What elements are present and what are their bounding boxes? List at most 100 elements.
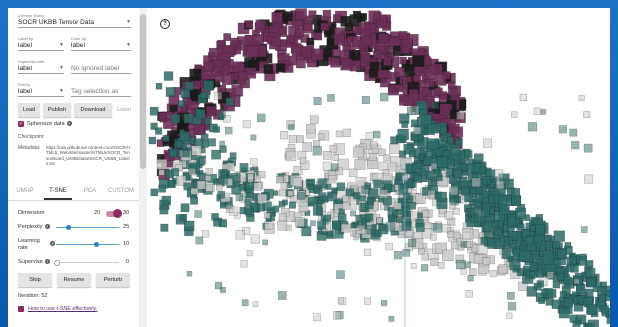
embedding-point[interactable] [362,96,370,104]
embedding-point[interactable] [409,202,416,209]
embedding-point[interactable] [257,204,264,211]
embedding-point[interactable] [341,16,351,26]
embedding-point[interactable] [442,224,450,232]
embedding-point[interactable] [313,147,322,156]
embedding-point[interactable] [196,237,203,244]
embedding-point[interactable] [456,260,465,269]
supervise-slider[interactable] [56,262,119,263]
embedding-point[interactable] [539,298,545,304]
embedding-point[interactable] [303,24,312,33]
embedding-point[interactable] [440,92,447,99]
embedding-point[interactable] [289,135,297,143]
embedding-point[interactable] [309,11,317,19]
embedding-point[interactable] [476,187,483,194]
embedding-point[interactable] [190,197,197,204]
dataset-select[interactable]: SOCR UKBB Tensor Data ▼ [18,18,131,28]
embedding-point[interactable] [465,262,471,268]
embedding-point[interactable] [338,214,346,222]
embedding-point[interactable] [400,57,407,64]
embedding-point[interactable] [254,183,262,191]
embedding-point[interactable] [197,181,205,189]
embedding-point[interactable] [403,47,410,54]
embedding-point[interactable] [552,242,559,249]
embedding-point[interactable] [394,202,401,209]
embedding-point[interactable] [323,10,331,18]
dimension-toggle[interactable] [106,211,120,217]
embedding-point[interactable] [418,169,425,176]
embedding-point[interactable] [417,213,422,218]
embedding-point[interactable] [264,65,273,74]
embedding-point[interactable] [251,159,258,166]
embedding-point[interactable] [534,108,541,115]
embedding-point[interactable] [453,208,459,214]
embedding-point[interactable] [399,151,406,158]
embedding-point[interactable] [310,116,318,124]
embedding-point[interactable] [327,94,334,101]
embedding-point[interactable] [380,15,387,22]
embedding-point[interactable] [150,107,158,115]
embedding-point[interactable] [490,270,497,277]
embedding-point[interactable] [162,196,171,205]
embedding-point[interactable] [341,59,352,70]
embedding-point[interactable] [288,191,293,196]
embedding-point[interactable] [243,121,250,128]
embedding-point[interactable] [286,225,291,230]
embedding-point[interactable] [571,264,579,272]
embedding-point[interactable] [353,11,361,19]
embedding-point[interactable] [354,147,364,157]
embedding-point[interactable] [323,219,328,224]
embedding-point[interactable] [257,114,265,122]
embedding-point[interactable] [263,240,268,245]
embedding-point[interactable] [353,192,360,199]
embedding-point[interactable] [431,163,437,169]
embedding-point[interactable] [527,287,537,297]
embedding-point[interactable] [384,155,391,162]
embedding-point[interactable] [381,300,387,306]
embedding-point[interactable] [368,198,374,204]
embedding-point[interactable] [333,155,339,161]
ignored-label-input[interactable]: No ignored label [71,64,131,74]
embedding-point[interactable] [350,203,356,209]
embedding-point[interactable] [437,192,447,202]
embedding-point[interactable] [170,150,177,157]
embedding-point[interactable] [281,182,288,189]
perplexity-slider-knob[interactable] [66,225,71,230]
embedding-point[interactable] [272,37,281,46]
embedding-point[interactable] [276,64,285,73]
embedding-point[interactable] [278,291,286,299]
embedding-point[interactable] [409,89,418,98]
embedding-point[interactable] [226,98,234,106]
embedding-point[interactable] [394,251,402,259]
embedding-point[interactable] [206,106,216,116]
embedding-point[interactable] [424,222,431,229]
embedding-point[interactable] [337,183,345,191]
embedding-point[interactable] [356,215,363,222]
embedding-point[interactable] [520,251,530,261]
embedding-point[interactable] [222,73,233,84]
embedding-point[interactable] [184,114,193,123]
embedding-point[interactable] [468,275,474,281]
supervise-with-select[interactable]: label ▼ [18,64,64,74]
embedding-point[interactable] [526,237,534,245]
embedding-point[interactable] [159,185,166,192]
resume-button[interactable]: Resume [57,273,91,287]
embedding-point[interactable] [366,214,373,221]
embedding-point[interactable] [327,192,336,201]
embedding-point[interactable] [247,46,259,58]
embedding-point[interactable] [498,197,507,206]
embedding-point[interactable] [430,234,436,240]
embedding-scatter[interactable] [147,8,610,327]
embedding-point[interactable] [240,163,248,171]
embedding-point[interactable] [461,269,467,275]
embedding-point[interactable] [474,254,483,263]
embedding-point[interactable] [472,178,481,187]
embedding-point[interactable] [248,173,254,179]
tab-custom[interactable]: CUSTOM [106,184,136,198]
embedding-point[interactable] [362,36,372,46]
embedding-point[interactable] [318,134,324,140]
embedding-point[interactable] [296,59,305,68]
embedding-point[interactable] [303,143,312,152]
embedding-point[interactable] [421,264,428,271]
embedding-point[interactable] [286,151,296,161]
embedding-point[interactable] [350,211,355,216]
